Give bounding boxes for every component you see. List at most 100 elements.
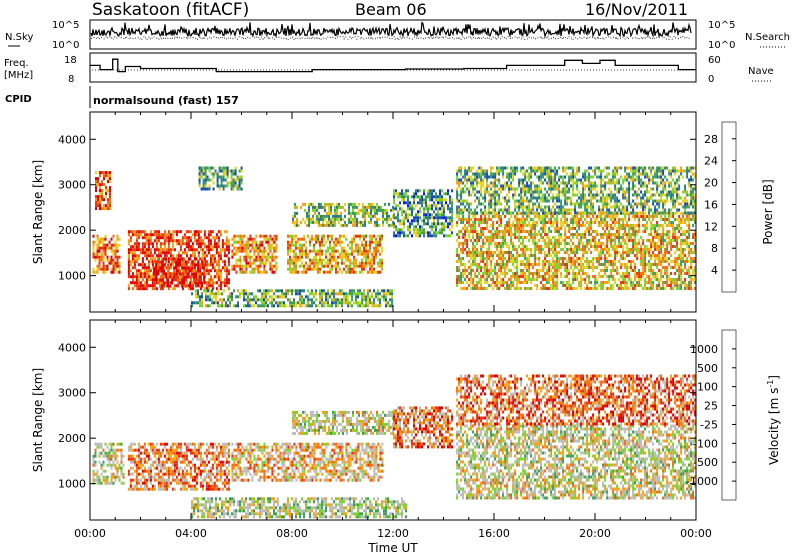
data-cell (319, 267, 321, 271)
data-cell (327, 304, 329, 308)
data-cell (622, 245, 625, 248)
data-cell (542, 275, 545, 278)
data-cell (522, 227, 525, 230)
data-cell (456, 233, 459, 236)
data-cell (205, 260, 208, 264)
data-cell (277, 295, 279, 299)
data-cell (197, 295, 199, 299)
data-cell (344, 214, 346, 218)
data-cell (372, 208, 374, 212)
data-cell (614, 242, 617, 245)
data-cell (510, 184, 513, 188)
data-cell (141, 242, 144, 246)
data-cell (127, 239, 130, 243)
data-cell (522, 260, 525, 263)
data-cell (401, 222, 403, 226)
data-cell (211, 289, 213, 293)
data-cell (199, 266, 202, 270)
data-cell (261, 270, 264, 274)
data-cell (556, 263, 559, 266)
data-cell (110, 249, 113, 253)
data-cell (522, 190, 525, 194)
data-cell (658, 254, 661, 257)
data-cell (189, 284, 192, 288)
data-cell (325, 298, 327, 302)
data-cell (245, 292, 247, 296)
data-cell (341, 240, 343, 244)
data-cell (129, 251, 132, 255)
data-cell (368, 214, 370, 218)
data-cell (536, 269, 539, 272)
data-cell (163, 284, 166, 288)
data-cell (490, 169, 493, 173)
data-cell (211, 281, 214, 285)
data-cell (678, 248, 681, 251)
data-cell (439, 216, 441, 220)
data-cell (207, 295, 209, 299)
data-cell (299, 264, 301, 268)
data-cell (638, 278, 641, 281)
data-cell (407, 225, 409, 229)
data-cell (199, 248, 202, 252)
data-cell (349, 252, 351, 256)
data-cell (370, 208, 372, 212)
data-cell (630, 278, 633, 281)
data-cell (339, 267, 341, 271)
data-cell (510, 227, 513, 230)
data-cell (411, 195, 413, 199)
data-cell (488, 284, 491, 287)
data-cell (351, 298, 353, 302)
data-cell (135, 257, 138, 261)
data-cell (331, 252, 333, 256)
data-cell (315, 292, 317, 296)
data-cell (189, 287, 192, 291)
data-cell (482, 251, 485, 254)
data-cell (181, 260, 184, 264)
data-cell (237, 304, 239, 308)
data-cell (506, 227, 509, 230)
data-cell (165, 266, 168, 270)
data-cell (151, 245, 154, 249)
data-cell (548, 227, 551, 230)
data-cell (133, 248, 136, 252)
data-cell (536, 257, 539, 260)
data-cell (620, 242, 623, 245)
data-cell (556, 218, 559, 221)
data-cell (486, 278, 489, 281)
data-cell (678, 272, 681, 275)
data-cell (462, 208, 465, 212)
data-cell (273, 255, 276, 259)
data-cell (600, 218, 603, 221)
data-cell (610, 215, 613, 218)
data-cell (106, 246, 109, 250)
data-cell (371, 255, 373, 259)
data-cell (376, 202, 378, 206)
data-cell (576, 275, 579, 278)
data-cell (363, 255, 365, 259)
data-cell (600, 221, 603, 224)
data-cell (458, 254, 461, 257)
data-cell (127, 263, 130, 267)
data-cell (107, 198, 109, 202)
data-cell (255, 234, 258, 238)
data-cell (494, 202, 497, 206)
data-cell (317, 270, 319, 274)
data-cell (666, 233, 669, 236)
data-cell (183, 281, 186, 285)
data-cell (161, 248, 164, 252)
data-cell (336, 208, 338, 212)
data-cell (686, 284, 689, 287)
data-cell (586, 260, 589, 263)
data-cell (470, 266, 473, 269)
data-cell (496, 166, 499, 170)
data-cell (161, 263, 164, 267)
data-cell (490, 224, 493, 227)
data-cell (464, 190, 467, 194)
data-cell (550, 284, 553, 287)
data-cell (347, 264, 349, 268)
data-cell (684, 284, 687, 287)
data-cell (415, 228, 417, 232)
data-cell (104, 234, 107, 238)
data-cell (321, 258, 323, 262)
data-cell (195, 275, 198, 279)
